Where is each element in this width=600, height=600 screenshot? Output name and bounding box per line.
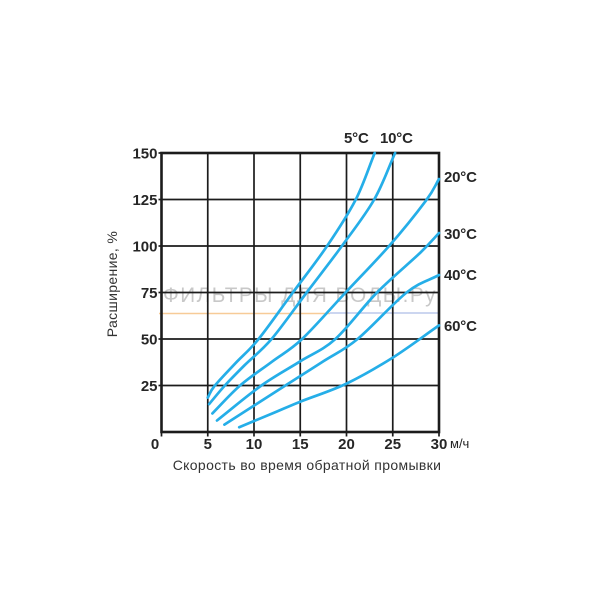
svg-text:25: 25 (141, 378, 158, 395)
svg-text:40°C: 40°C (444, 267, 477, 284)
svg-text:15: 15 (292, 436, 309, 453)
svg-text:30°C: 30°C (444, 226, 477, 243)
svg-text:60°C: 60°C (444, 318, 477, 335)
svg-text:125: 125 (132, 192, 157, 209)
svg-text:100: 100 (132, 239, 157, 256)
svg-text:75: 75 (141, 285, 158, 302)
svg-text:150: 150 (132, 146, 157, 163)
svg-text:10: 10 (246, 436, 263, 453)
svg-text:20°C: 20°C (444, 169, 477, 186)
svg-text:м/ч: м/ч (450, 436, 469, 451)
svg-text:20: 20 (338, 436, 355, 453)
svg-text:30: 30 (431, 436, 448, 453)
svg-text:5°C: 5°C (344, 130, 369, 147)
svg-text:50: 50 (141, 332, 158, 349)
svg-text:Скорость во время обратной про: Скорость во время обратной промывки (173, 457, 442, 473)
svg-text:5: 5 (204, 436, 212, 453)
svg-text:25: 25 (384, 436, 401, 453)
svg-text:0: 0 (151, 436, 159, 453)
svg-text:Расширение, %: Расширение, % (104, 231, 120, 337)
svg-text:10°C: 10°C (380, 130, 413, 147)
